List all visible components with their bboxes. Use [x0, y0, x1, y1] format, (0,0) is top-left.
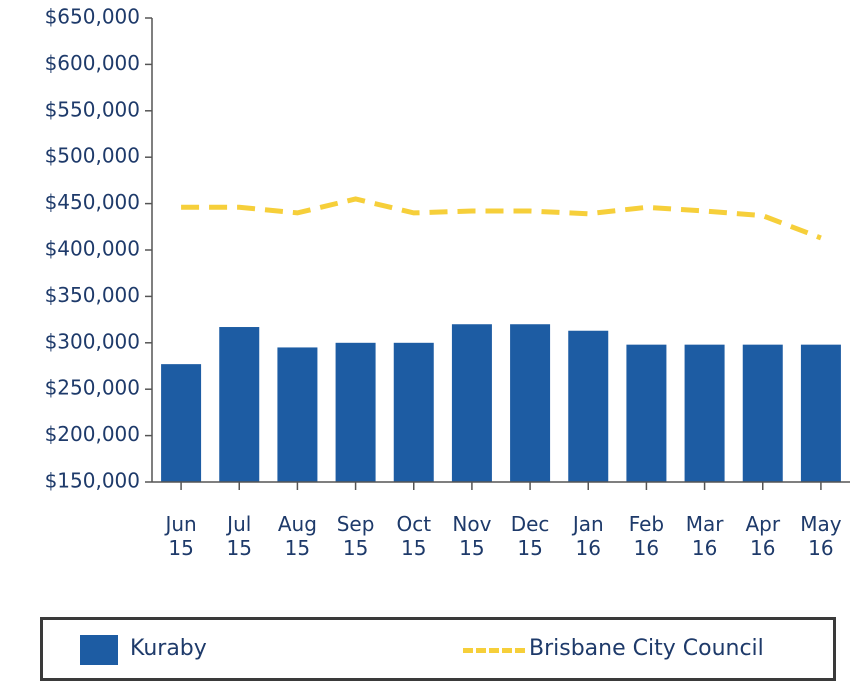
- y-tick-label: $650,000: [45, 5, 140, 29]
- x-tick-label: May 16: [800, 512, 842, 560]
- legend-line: [463, 648, 525, 653]
- x-tick-label: Aug 15: [277, 512, 317, 560]
- bar: [277, 347, 318, 482]
- x-tick-label: Nov 15: [452, 512, 492, 560]
- x-tick-label: Jun 15: [165, 512, 197, 560]
- bar: [161, 364, 202, 482]
- bar: [800, 344, 841, 482]
- bar: [451, 324, 492, 482]
- bar: [742, 344, 783, 482]
- x-tick-label: Dec 15: [510, 512, 550, 560]
- legend-label: Brisbane City Council: [529, 636, 764, 661]
- x-tick-label: Jul 15: [226, 512, 252, 560]
- x-tick-label: Sep 15: [336, 512, 375, 560]
- legend-label: Kuraby: [130, 636, 207, 661]
- bar: [626, 344, 667, 482]
- y-tick-label: $400,000: [45, 237, 140, 261]
- bar: [393, 342, 434, 482]
- y-tick-label: $200,000: [45, 422, 140, 446]
- x-tick-label: Oct 15: [396, 512, 432, 560]
- y-tick-label: $300,000: [45, 329, 140, 353]
- y-tick-label: $500,000: [45, 144, 140, 168]
- chart: $150,000 $200,000 $250,000 $300,000 $350,000…: [45, 5, 850, 493]
- y-tick-label: $550,000: [45, 97, 140, 121]
- legend: Kuraby Brisbane City Council: [40, 617, 836, 681]
- bar: [684, 344, 725, 482]
- line: [181, 196, 822, 241]
- bar: [510, 324, 551, 482]
- x-tick-label: Jan 16: [572, 512, 604, 560]
- bar: [568, 330, 609, 482]
- x-tick-label: Mar 16: [685, 512, 724, 560]
- bar: [335, 342, 376, 482]
- y-tick-label: $150,000: [45, 469, 140, 493]
- x-tick-label: Feb 16: [628, 512, 665, 560]
- y-tick-label: $600,000: [45, 51, 140, 75]
- y-tick-label: $350,000: [45, 283, 140, 307]
- legend-swatch: [80, 635, 118, 665]
- y-tick-label: $450,000: [45, 190, 140, 214]
- y-tick-label: $250,000: [45, 376, 140, 400]
- bar: [219, 327, 260, 482]
- x-tick-label: Apr 16: [745, 512, 781, 560]
